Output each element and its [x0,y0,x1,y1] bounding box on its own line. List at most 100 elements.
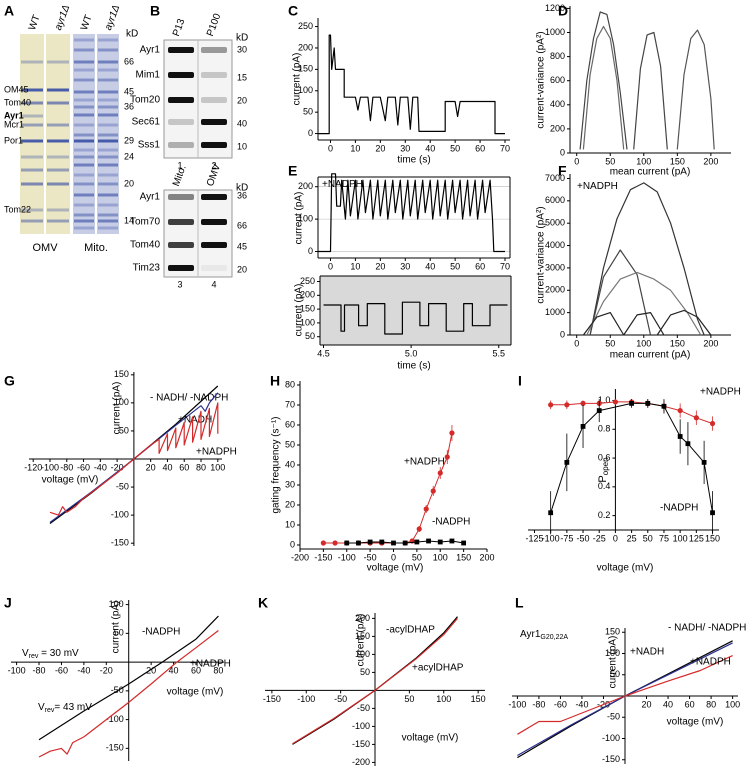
x-tick-label: -120 [24,462,42,472]
x-tick-label: 40 [663,699,673,709]
y-tick-label: 100 [605,648,620,658]
data-line [318,34,505,135]
gel-band [74,219,94,223]
x-tick-label: -60 [554,699,567,709]
y-tick-label: -100 [106,714,124,724]
gel-band [74,60,94,64]
x-tick-label: -100 [41,462,59,472]
y-tick-label: 0 [308,128,313,138]
y-tick-label: 30 [285,479,295,489]
gel-band [47,208,69,212]
gel-band [98,163,118,167]
panel-letter: D [558,3,568,19]
x-tick-label: 50 [605,338,615,348]
kd-marker: 66 [124,56,134,66]
data-point [661,403,667,409]
gel-band [98,98,118,102]
y-tick-label: 150 [300,303,315,313]
x-tick-label: 0 [391,552,396,562]
panel-letter: K [258,595,268,611]
gel-band [74,105,94,109]
y-tick-label: 4000 [545,240,565,250]
protein-label: Ayr1 [140,45,161,56]
gel-band [21,88,43,92]
x-tick-label: -100 [297,694,315,704]
x-tick-label: 50 [404,694,414,704]
gel-band [98,113,118,117]
blot-band [201,97,227,103]
y-tick-label: -150 [111,538,129,548]
gel-band [98,133,118,137]
protein-label: Por1 [4,135,23,145]
data-line [38,615,219,741]
blot-band [168,194,194,200]
gel-band [47,168,69,172]
y-tick-label: 1000 [545,307,565,317]
gel-lane [20,34,44,234]
y-tick-label: -150 [352,739,370,749]
x-tick-label: 60 [191,665,201,675]
data-point [367,539,373,545]
data-point [709,420,716,427]
gel-band [47,88,69,92]
panel-letter: F [558,163,567,179]
gel-band [21,182,43,186]
data-line [633,31,668,150]
blot-band [168,242,194,248]
y-axis-label-sub: open [601,457,610,475]
y-tick-label: 150 [298,64,313,74]
gel-band [98,155,118,159]
data-point [701,459,707,465]
kd-marker: 29 [124,135,134,145]
x-tick-label: -25 [593,533,606,543]
gel-group: OMV [32,242,58,254]
data-line [676,29,715,150]
kd-marker: 66 [237,220,247,230]
y-tick-label: 0 [560,329,565,339]
gel-band [21,101,43,105]
gel-band [74,68,94,72]
y-tick-label: 0 [560,147,565,157]
x-tick-label: -200 [291,552,309,562]
y-tick-label: 20 [285,499,295,509]
y-tick-label: 60 [285,419,295,429]
y-tick-label: -100 [352,721,370,731]
data-point [548,510,554,516]
data-point [344,540,350,546]
annotation: Ayr1G20,22A [520,629,568,641]
kd-marker: 40 [237,118,247,128]
y-axis-label: current-variance (pA²) [536,31,547,128]
data-point [416,526,422,532]
data-point [677,434,683,439]
y-tick-label: -150 [602,754,620,764]
protein-label: Tom40 [130,240,160,251]
y-tick-label: 0.6 [598,452,611,462]
x-tick-label: -40 [575,699,588,709]
y-tick-label: -50 [357,703,370,713]
blot-band [168,119,194,125]
gel-band [74,48,94,52]
series-label: +NADH [630,647,664,658]
data-line [517,655,733,735]
gel-band [47,123,69,127]
data-line [623,312,665,336]
x-tick-label: 25 [627,533,637,543]
kd-marker: 30 [237,44,247,54]
x-tick-label: -50 [577,533,590,543]
x-tick-label: 0 [574,156,579,166]
gel-band [98,193,118,197]
protein-label: Tom22 [4,204,31,214]
protein-label: Tim23 [133,263,161,274]
protein-label: Ayr1 [140,192,161,203]
gel-band [74,133,94,137]
data-point [391,540,396,546]
gel-band [98,213,118,217]
kd-unit: kD [236,183,248,194]
annotation-text: V [22,648,29,659]
y-tick-label: 100 [300,317,315,327]
y-axis-label: current (pA) [111,601,122,654]
blot-band [201,265,227,271]
lane-label: WT [79,14,95,32]
x-tick-label: 40 [425,261,435,271]
x-tick-label: 4.5 [317,348,330,358]
